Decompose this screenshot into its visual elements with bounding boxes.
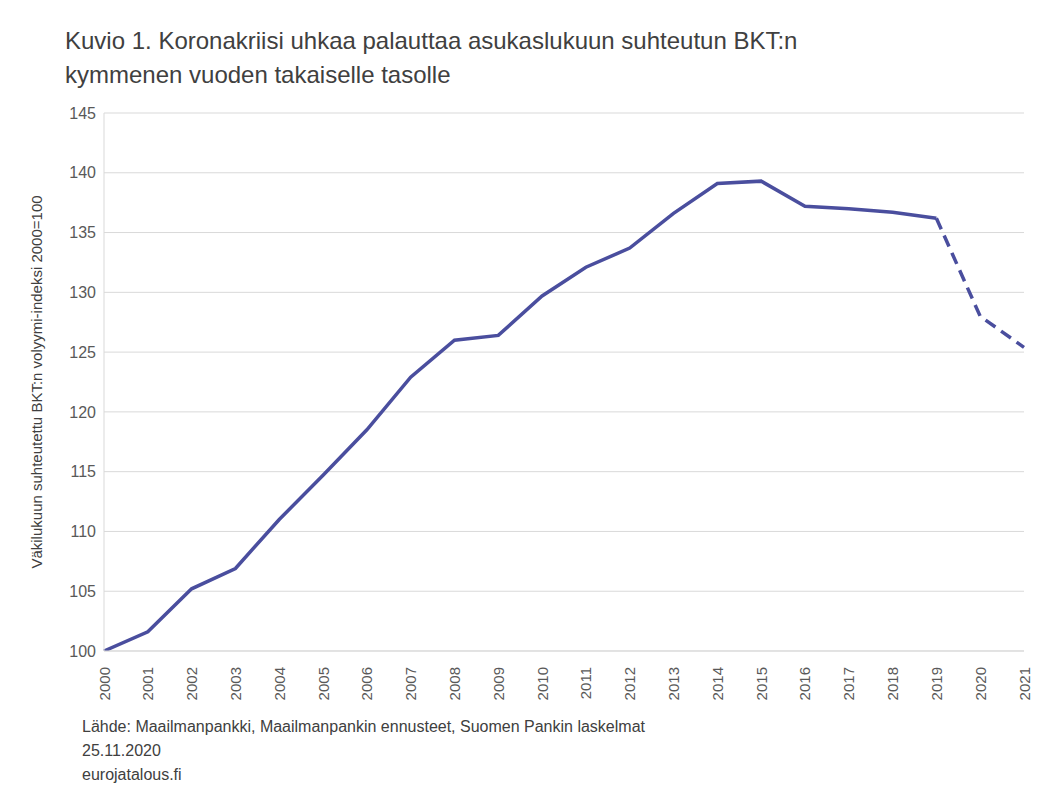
svg-text:110: 110 [70, 523, 96, 540]
svg-text:2008: 2008 [446, 667, 463, 700]
svg-text:100: 100 [69, 643, 96, 660]
svg-text:145: 145 [69, 105, 96, 122]
svg-text:120: 120 [69, 404, 96, 421]
svg-text:2019: 2019 [928, 667, 945, 700]
svg-text:2013: 2013 [665, 667, 682, 700]
svg-text:2021: 2021 [1016, 667, 1033, 700]
svg-text:105: 105 [69, 583, 96, 600]
html-text:eurojatalous.fi: eurojatalous.fi [82, 766, 182, 783]
svg-text:2011: 2011 [577, 667, 594, 699]
html-text:Lähde: Maailmanpankki, Maailma: Lähde: Maailmanpankki, Maailmanpankin en… [82, 718, 645, 735]
html-text:25.11.2020: 25.11.2020 [82, 742, 161, 759]
svg-text:2000: 2000 [96, 667, 113, 700]
svg-text:2002: 2002 [183, 667, 200, 700]
svg-text:115: 115 [70, 463, 96, 480]
svg-text:2015: 2015 [753, 667, 770, 700]
svg-text:2017: 2017 [840, 667, 857, 700]
svg-text:2003: 2003 [227, 667, 244, 700]
svg-text:2010: 2010 [534, 667, 551, 700]
svg-text:2006: 2006 [358, 667, 375, 700]
svg-text:2001: 2001 [139, 667, 156, 700]
svg-text:125: 125 [69, 344, 96, 361]
svg-text:2016: 2016 [796, 667, 813, 700]
svg-text:2012: 2012 [621, 667, 638, 700]
svg-text:2018: 2018 [884, 667, 901, 700]
svg-text:135: 135 [69, 224, 96, 241]
svg-text:2009: 2009 [490, 667, 507, 700]
svg-text:140: 140 [69, 164, 96, 181]
svg-text:2004: 2004 [271, 667, 288, 700]
svg-text:Väkilukuun suhteutettu BKT:n v: Väkilukuun suhteutettu BKT:n volyymi-ind… [28, 195, 45, 568]
svg-text:2005: 2005 [315, 667, 332, 700]
svg-text:2014: 2014 [709, 667, 726, 700]
svg-text:130: 130 [69, 284, 96, 301]
svg-text:2020: 2020 [972, 667, 989, 700]
svg-text:2007: 2007 [402, 667, 419, 700]
html-text:Kuvio 1. Koronakriisi uhkaa pa: Kuvio 1. Koronakriisi uhkaa palauttaa as… [65, 27, 798, 88]
